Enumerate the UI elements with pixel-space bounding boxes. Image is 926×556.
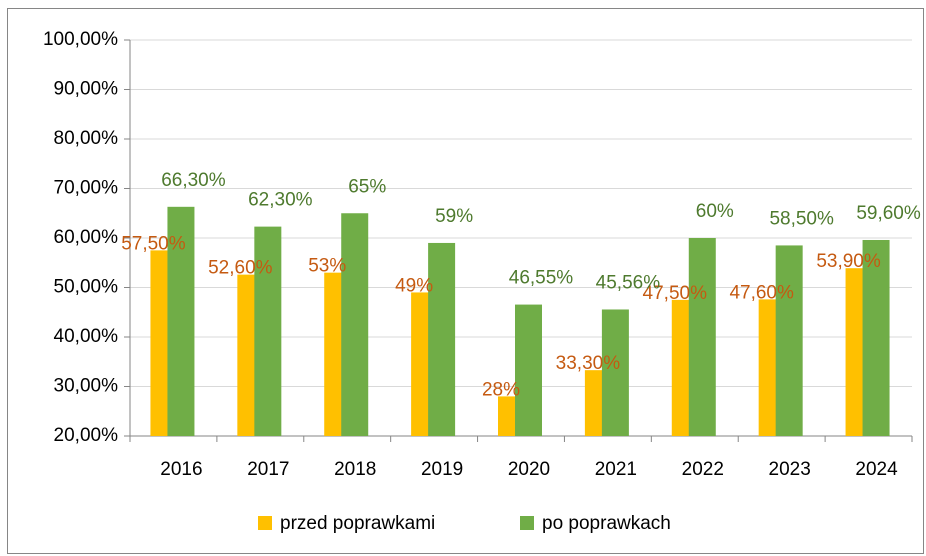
x-tick-label: 2022	[682, 459, 724, 480]
y-tick-label: 20,00%	[54, 425, 119, 446]
x-tick-label: 2016	[160, 459, 202, 480]
legend-swatch	[520, 516, 534, 530]
data-label: 57,50%	[121, 233, 186, 254]
x-tick-label: 2024	[855, 459, 898, 480]
data-label: 53,90%	[816, 251, 881, 272]
data-label: 60%	[696, 201, 734, 222]
legend-label: przed poprawkami	[280, 513, 435, 534]
data-label: 59%	[435, 206, 473, 227]
data-label: 52,60%	[208, 258, 273, 279]
data-label: 45,56%	[596, 272, 661, 293]
bar	[775, 245, 803, 436]
bar	[254, 226, 282, 436]
bar	[862, 239, 890, 436]
x-tick-label: 2017	[247, 459, 289, 480]
data-label: 58,50%	[769, 208, 834, 229]
y-tick-label: 90,00%	[54, 79, 119, 100]
data-label: 49%	[395, 275, 433, 296]
data-label: 46,55%	[509, 268, 574, 289]
legend-label: po poprawkach	[542, 513, 671, 534]
y-tick-label: 70,00%	[54, 178, 119, 199]
data-label: 33,30%	[556, 353, 621, 374]
bar	[428, 242, 456, 436]
data-label: 53%	[308, 256, 346, 277]
y-tick-label: 30,00%	[54, 376, 119, 397]
bar	[515, 304, 542, 436]
bar	[601, 309, 629, 436]
data-label: 66,30%	[161, 170, 226, 191]
y-tick-label: 80,00%	[54, 128, 119, 149]
x-tick-label: 2020	[508, 459, 550, 480]
data-label: 59,60%	[856, 203, 921, 224]
bar	[341, 213, 369, 436]
x-tick-label: 2021	[595, 459, 637, 480]
x-tick-label: 2023	[769, 459, 811, 480]
x-tick-label: 2019	[421, 459, 463, 480]
bar	[688, 238, 716, 436]
data-label: 47,50%	[643, 283, 708, 304]
legend-swatch	[258, 516, 272, 530]
data-label: 65%	[348, 176, 386, 197]
y-tick-label: 100,00%	[43, 29, 118, 50]
y-tick-label: 50,00%	[54, 277, 119, 298]
bar	[167, 206, 195, 436]
y-tick-label: 60,00%	[54, 227, 119, 248]
data-label: 28%	[482, 379, 520, 400]
data-label: 62,30%	[248, 190, 313, 211]
x-tick-label: 2018	[334, 459, 376, 480]
y-tick-label: 40,00%	[54, 326, 119, 347]
data-label: 47,60%	[729, 282, 794, 303]
